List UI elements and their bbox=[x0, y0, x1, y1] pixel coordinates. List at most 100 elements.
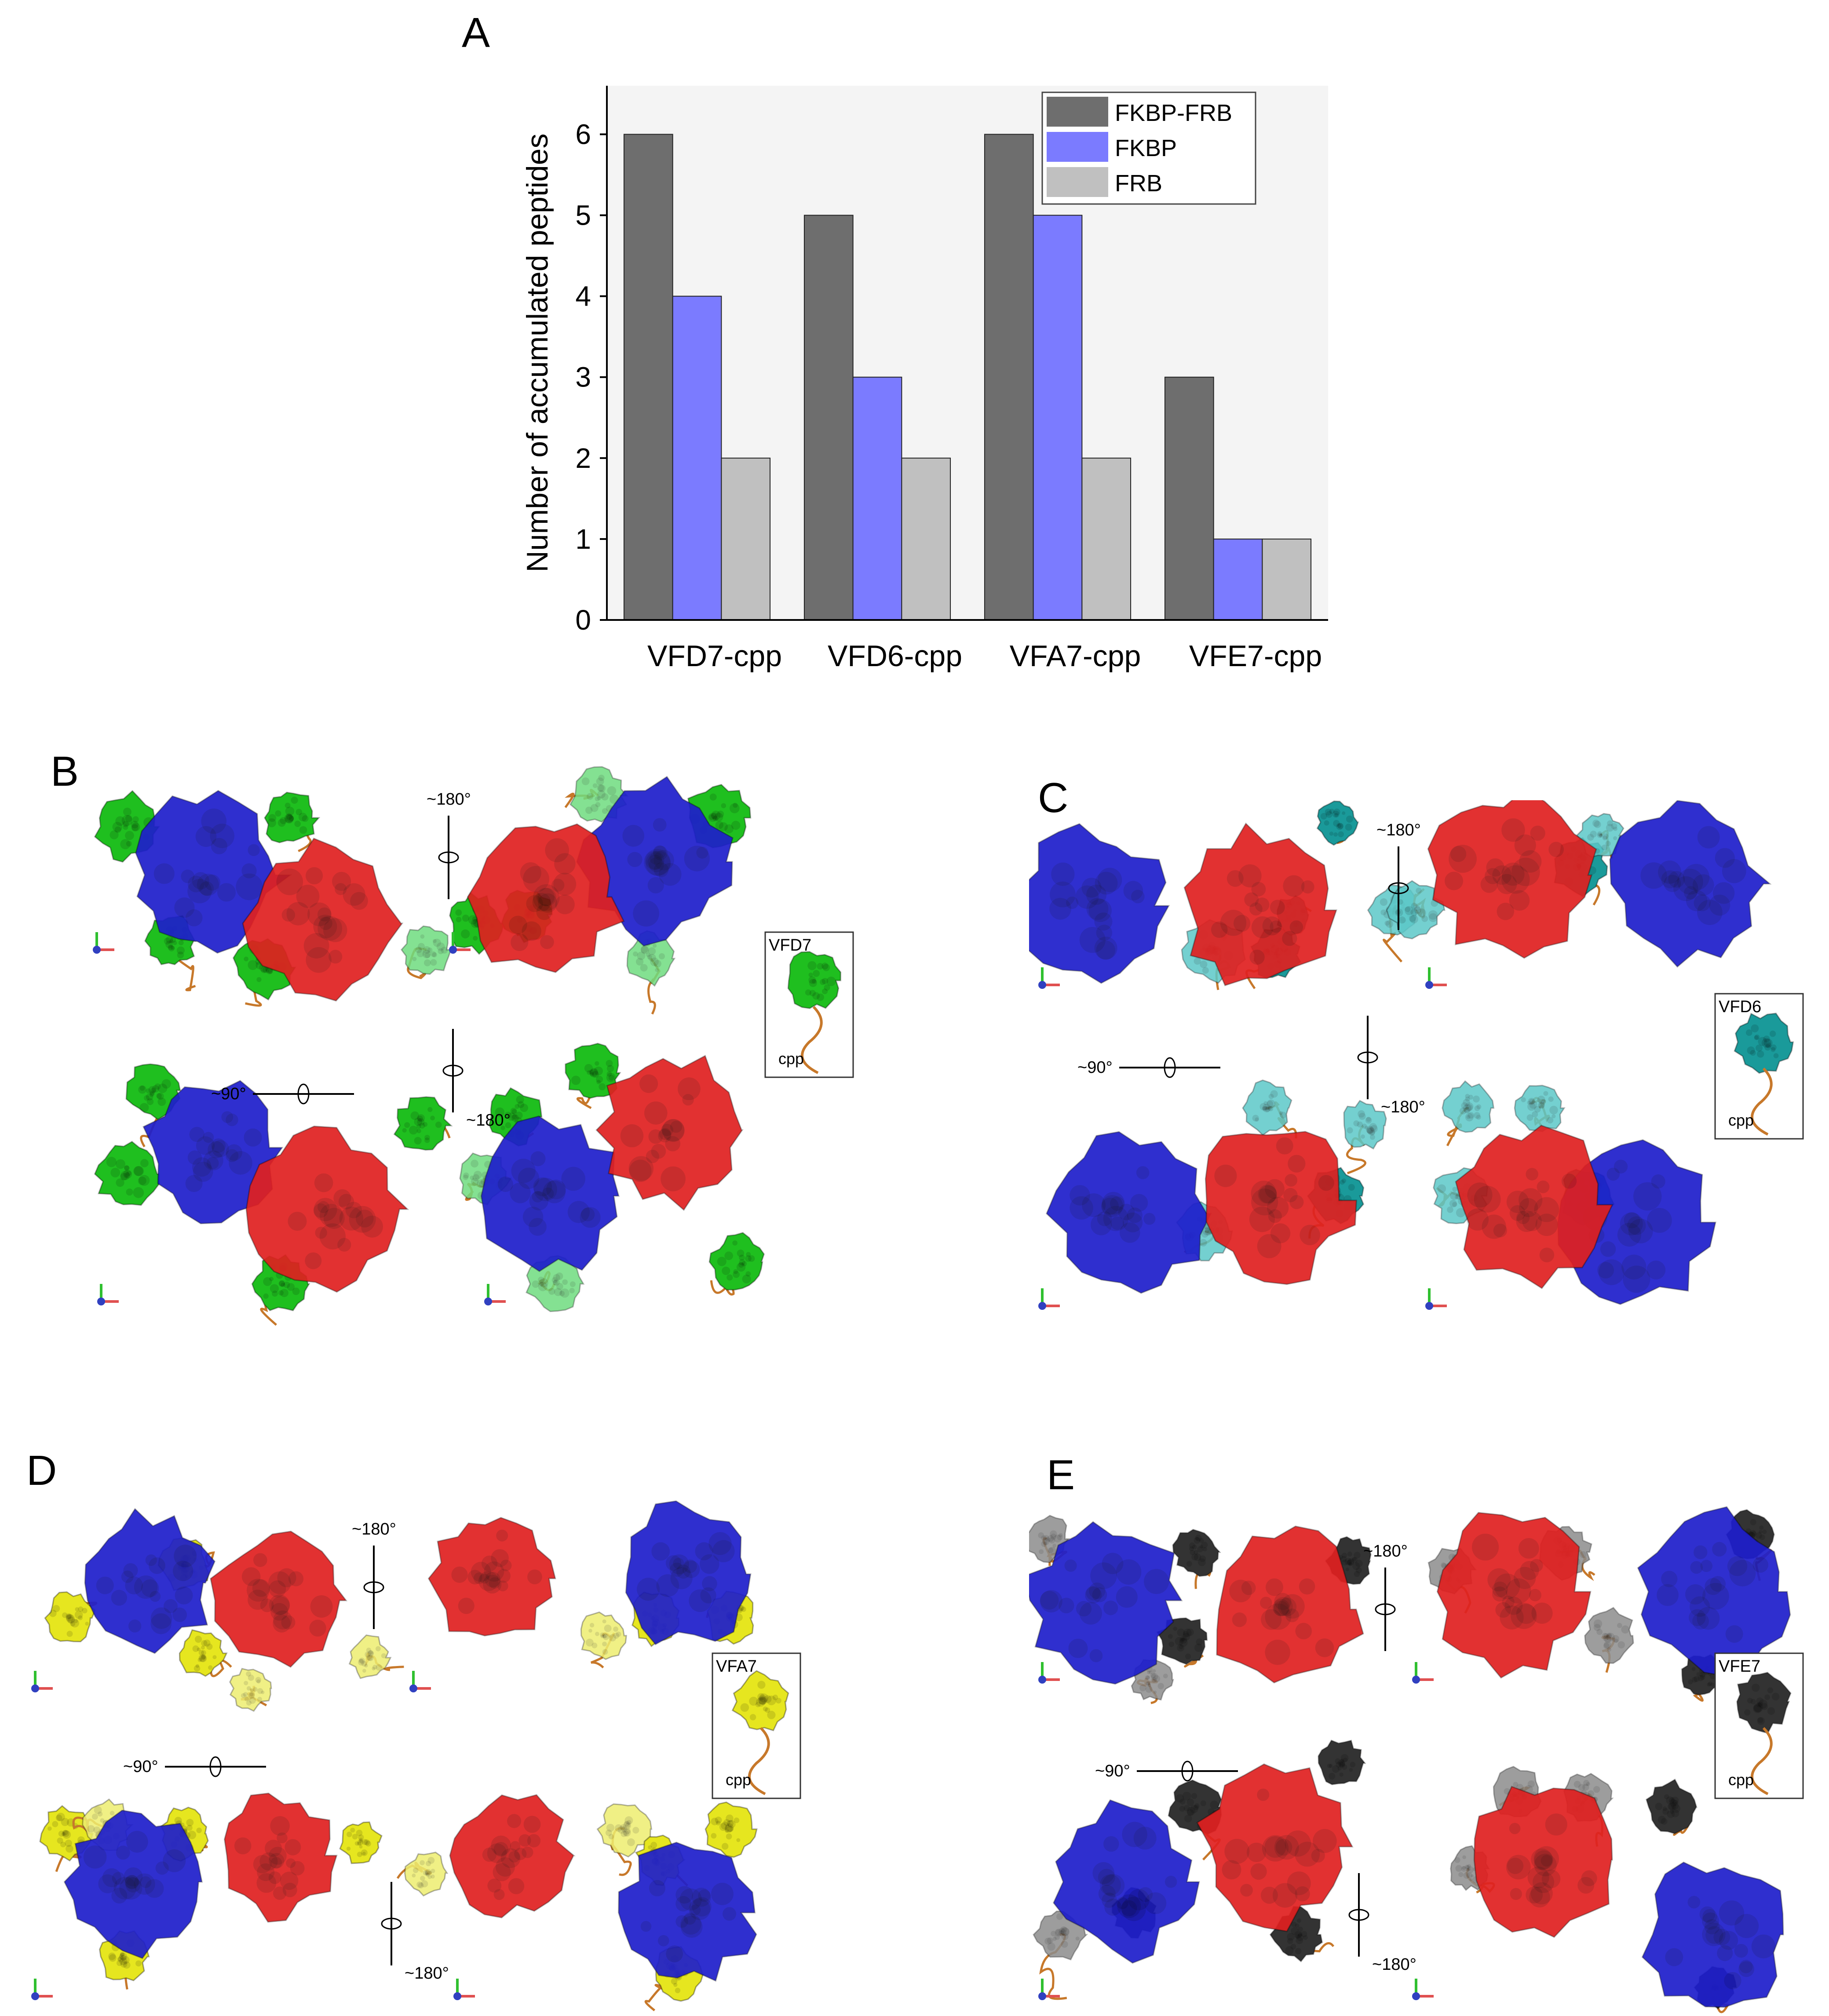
frb-surface bbox=[210, 1531, 348, 1668]
bar-fkbp-0 bbox=[672, 295, 722, 620]
rotation-arrow-icon bbox=[1388, 846, 1409, 930]
rotation-label-top: ~180° bbox=[352, 1520, 396, 1538]
bar-frb-0 bbox=[721, 457, 771, 620]
orientation-axes-icon bbox=[1425, 1288, 1447, 1310]
peptide-surface bbox=[44, 1591, 96, 1643]
inset-peptide-surface bbox=[731, 1670, 789, 1732]
peptide-surface bbox=[1386, 880, 1446, 940]
orientation-axes-icon bbox=[1412, 1662, 1434, 1684]
peptide-surface bbox=[229, 1668, 272, 1712]
peptide-surface bbox=[179, 1629, 228, 1677]
inset-cpp-tail bbox=[1751, 1067, 1773, 1136]
molecule-render-c: ~180° ~90° ~180° VFD6 cpp bbox=[1011, 788, 1804, 1310]
bar-fkbp-3 bbox=[1213, 538, 1263, 620]
fkbp-surface bbox=[1023, 1521, 1183, 1685]
y-axis-label: Number of accumulated peptides bbox=[521, 134, 554, 572]
bar-fkbp-1 bbox=[852, 376, 902, 620]
peptide-surface bbox=[596, 1803, 653, 1858]
molecule-render-e: ~180° ~90° ~180° VFE7 cpp bbox=[1023, 1506, 1804, 2013]
frb-surface bbox=[449, 1794, 576, 1918]
x-tick-label: VFA7-cpp bbox=[1010, 639, 1141, 673]
peptide-surface bbox=[1584, 1607, 1634, 1664]
peptide-surface bbox=[1156, 1617, 1208, 1665]
frb-surface bbox=[595, 1055, 744, 1211]
orientation-axes-icon bbox=[1425, 967, 1447, 989]
fkbp-surface bbox=[618, 1841, 757, 1982]
orientation-axes-icon bbox=[1412, 1979, 1434, 2000]
orientation-axes-icon bbox=[1038, 1288, 1060, 1310]
bar-fkbp-frb-0 bbox=[623, 134, 673, 620]
fkbp-surface bbox=[63, 1809, 203, 1959]
peptide-surface bbox=[1646, 1779, 1698, 1834]
inset-cpp-label: cpp bbox=[778, 1050, 804, 1068]
fkbp-surface bbox=[142, 1080, 284, 1225]
peptide-surface bbox=[400, 925, 452, 975]
y-tick-label: 0 bbox=[575, 604, 591, 636]
frb-surface bbox=[1183, 822, 1337, 986]
rotation-arrow-icon bbox=[1348, 1873, 1369, 1957]
peptide-surface bbox=[626, 930, 676, 987]
rotation-label-bottom: ~180° bbox=[1381, 1098, 1425, 1116]
frb-surface bbox=[1196, 1763, 1354, 1932]
frb-surface bbox=[1473, 1786, 1613, 1938]
inset-peptide-label: VFD6 bbox=[1719, 998, 1761, 1016]
fkbp-surface bbox=[84, 1508, 216, 1654]
fkbp-surface bbox=[480, 1115, 620, 1272]
peptide-surface bbox=[125, 1063, 181, 1121]
peptide-surface bbox=[339, 1821, 383, 1864]
rotation-arrow-icon bbox=[438, 816, 459, 899]
orientation-axes-icon bbox=[409, 1671, 431, 1692]
peptide-surface bbox=[1514, 1085, 1566, 1132]
rotation-label-bottom: ~180° bbox=[405, 1964, 449, 1983]
frb-surface bbox=[1216, 1525, 1364, 1684]
bar-fkbp-frb-3 bbox=[1164, 376, 1214, 620]
peptide-surface bbox=[708, 1232, 765, 1291]
rotation-arrow-icon bbox=[1357, 1016, 1378, 1099]
rotation-arrow-icon bbox=[442, 1029, 464, 1112]
legend-label: FRB bbox=[1115, 170, 1162, 197]
peptide-surface bbox=[580, 1611, 627, 1660]
y-tick-label: 1 bbox=[575, 523, 591, 555]
peptide-surface bbox=[1442, 1080, 1495, 1133]
inset-peptide-label: VFE7 bbox=[1719, 1657, 1760, 1676]
rotation-arrow-icon bbox=[1375, 1568, 1396, 1651]
fkbp-surface bbox=[576, 776, 734, 947]
x-tick-label: VFD7-cpp bbox=[647, 639, 782, 673]
fkbp-surface bbox=[1641, 1861, 1784, 2008]
orientation-axes-icon bbox=[97, 1284, 119, 1305]
fkbp-surface bbox=[1609, 800, 1772, 968]
frb-surface bbox=[1205, 1131, 1357, 1285]
orientation-axes-icon bbox=[449, 932, 471, 954]
peptide-surface bbox=[705, 1801, 758, 1858]
rotation-label-top: ~180° bbox=[427, 790, 471, 809]
legend-swatch bbox=[1047, 132, 1108, 162]
inset-cpp-label: cpp bbox=[726, 1771, 751, 1789]
molecule-render-b: ~180° ~90° ~180° VFD7 cpp bbox=[93, 766, 854, 1326]
peptide-surface bbox=[264, 791, 321, 843]
peptide-surface bbox=[393, 1096, 453, 1151]
peptide-surface bbox=[1318, 1739, 1366, 1786]
inset-peptide-surface bbox=[1736, 1672, 1792, 1734]
orientation-axes-icon bbox=[93, 932, 114, 954]
legend-swatch bbox=[1047, 167, 1108, 197]
orientation-axes-icon bbox=[1038, 1979, 1060, 2000]
frb-surface bbox=[427, 1517, 556, 1637]
orientation-axes-icon bbox=[453, 1979, 475, 2000]
inset-peptide-surface bbox=[787, 951, 842, 1009]
bar-chart: 0 1 2 3 4 5 6 VFD7-cpp VFD6-cpp VFA7-cpp VFE7-cpp N… bbox=[521, 86, 1328, 673]
rotation-arrow-icon bbox=[1137, 1761, 1238, 1782]
fkbp-surface bbox=[1011, 823, 1170, 984]
fkbp-surface bbox=[1052, 1799, 1200, 1964]
peptide-surface bbox=[1316, 800, 1359, 846]
fkbp-surface bbox=[625, 1500, 752, 1645]
panel-label-b: B bbox=[51, 748, 79, 795]
frb-surface bbox=[1427, 788, 1597, 959]
panel-label-d: D bbox=[26, 1447, 57, 1494]
bar-fkbp-2 bbox=[1033, 215, 1083, 620]
panel-label-e: E bbox=[1047, 1451, 1075, 1498]
fkbp-surface bbox=[1046, 1131, 1212, 1294]
molecular-panel-b: ~180° ~90° ~180° VFD7 cpp bbox=[79, 756, 915, 1341]
orientation-axes-icon bbox=[31, 1979, 53, 2000]
rotation-arrow-icon bbox=[381, 1882, 402, 1965]
y-tick-label: 6 bbox=[575, 118, 591, 150]
